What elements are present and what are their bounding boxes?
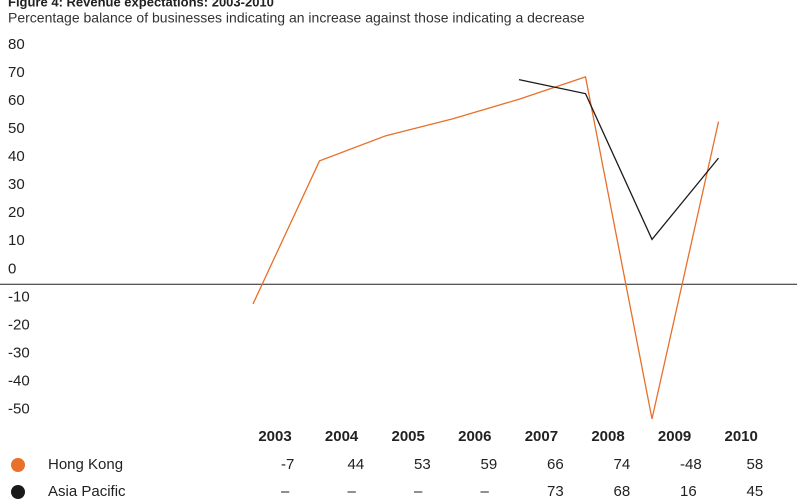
x-tick-label: 2008 bbox=[591, 428, 624, 445]
table-value: -7 bbox=[281, 456, 294, 473]
table-value: 45 bbox=[747, 483, 764, 500]
table-value: – bbox=[414, 483, 423, 500]
table-value: 58 bbox=[747, 456, 764, 473]
y-tick-label: 40 bbox=[8, 148, 25, 165]
y-tick-label: 0 bbox=[8, 260, 16, 277]
table-value: 53 bbox=[414, 456, 431, 473]
table-value: 73 bbox=[547, 483, 564, 500]
x-tick-label: 2007 bbox=[525, 428, 558, 445]
table-value: 59 bbox=[481, 456, 498, 473]
chart-title: Figure 4: Revenue expectations: 2003-201… bbox=[8, 0, 274, 9]
legend-label: Hong Kong bbox=[48, 456, 123, 473]
y-tick-label: 10 bbox=[8, 232, 25, 249]
y-tick-label: -30 bbox=[8, 344, 30, 361]
x-tick-label: 2009 bbox=[658, 428, 691, 445]
table-value: 68 bbox=[614, 483, 631, 500]
legend-marker bbox=[11, 458, 25, 472]
legend-marker bbox=[11, 485, 25, 499]
x-tick-label: 2004 bbox=[325, 428, 359, 445]
y-tick-label: 60 bbox=[8, 92, 25, 109]
table-value: -48 bbox=[680, 456, 702, 473]
table-value: 44 bbox=[348, 456, 365, 473]
y-tick-label: 50 bbox=[8, 120, 25, 137]
x-tick-label: 2006 bbox=[458, 428, 491, 445]
legend-label: Asia Pacific bbox=[48, 483, 126, 500]
series-line bbox=[252, 75, 720, 420]
y-tick-label: -40 bbox=[8, 372, 30, 389]
y-tick-label: 80 bbox=[8, 36, 25, 53]
y-tick-label: 70 bbox=[8, 64, 25, 81]
table-value: – bbox=[348, 483, 357, 500]
table-value: 66 bbox=[547, 456, 564, 473]
y-tick-label: 20 bbox=[8, 204, 25, 221]
y-tick-label: -10 bbox=[8, 288, 30, 305]
x-tick-label: 2003 bbox=[258, 428, 291, 445]
y-tick-label: -50 bbox=[8, 400, 30, 417]
table-value: 16 bbox=[680, 483, 697, 500]
x-tick-label: 2010 bbox=[725, 428, 758, 445]
x-tick-label: 2005 bbox=[392, 428, 425, 445]
table-value: – bbox=[481, 483, 490, 500]
chart-subtitle: Percentage balance of businesses indicat… bbox=[8, 10, 585, 26]
y-tick-label: 30 bbox=[8, 176, 25, 193]
table-value: – bbox=[281, 483, 290, 500]
series-line bbox=[518, 78, 720, 241]
table-value: 74 bbox=[614, 456, 631, 473]
y-tick-label: -20 bbox=[8, 316, 30, 333]
